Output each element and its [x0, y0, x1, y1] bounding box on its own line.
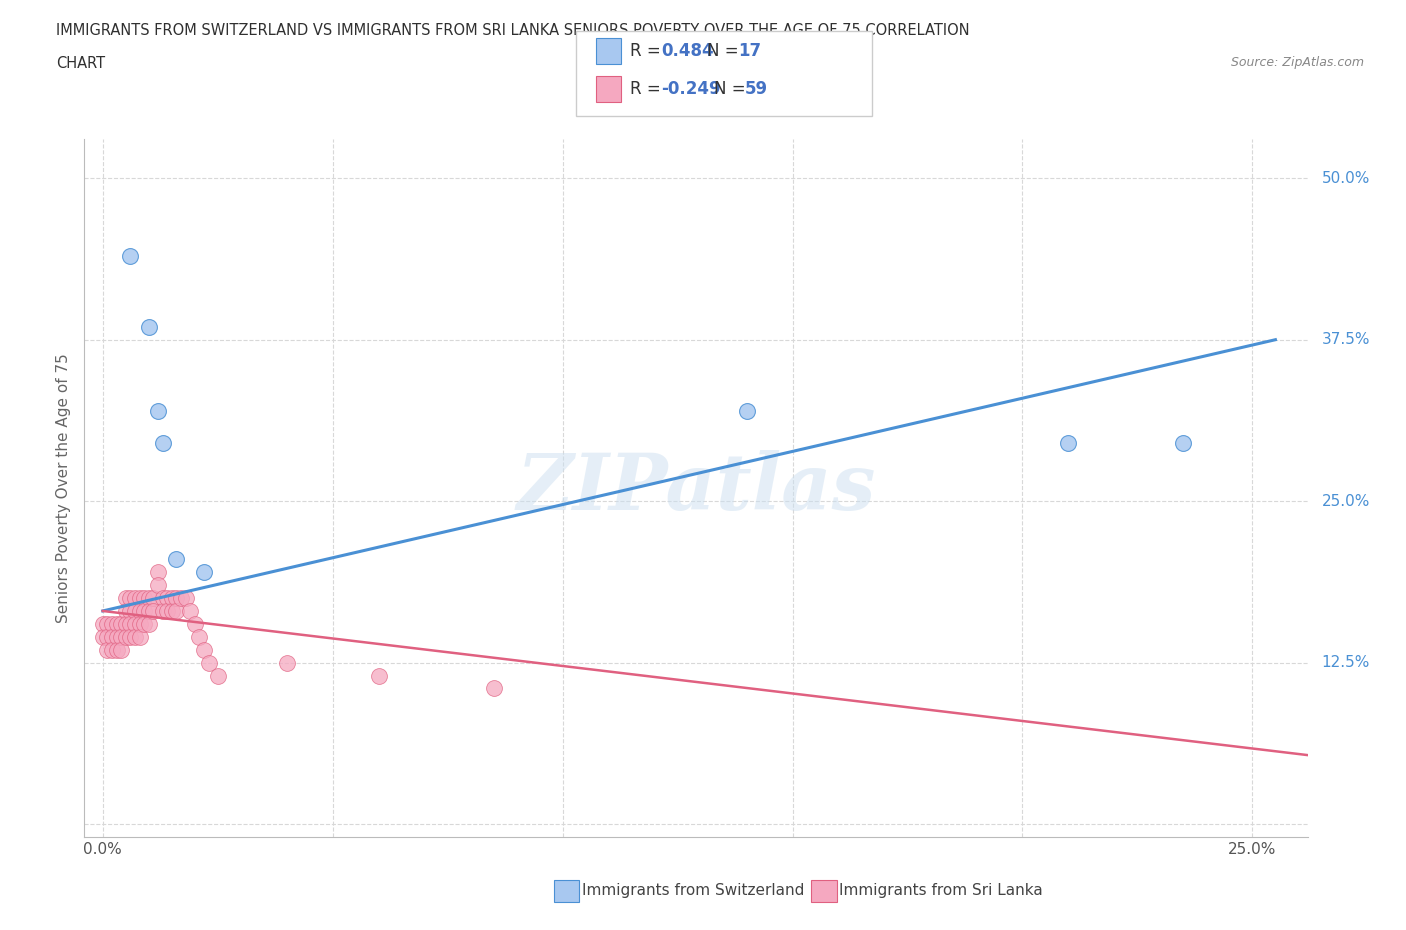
Point [174, 591, 197, 605]
Point [138, 319, 160, 334]
Point [120, 604, 142, 618]
Point [134, 604, 156, 618]
Text: Immigrants from Switzerland: Immigrants from Switzerland [582, 884, 804, 898]
Point [152, 604, 174, 618]
Point [105, 643, 128, 658]
Point [197, 656, 219, 671]
Point [160, 604, 183, 618]
Point [128, 591, 150, 605]
Point [128, 630, 150, 644]
Point [156, 591, 179, 605]
Point [146, 578, 169, 592]
Point [101, 617, 124, 631]
Point [165, 604, 187, 618]
Text: 12.5%: 12.5% [1322, 655, 1369, 671]
Point [183, 617, 205, 631]
Point [482, 681, 505, 696]
Point [120, 248, 142, 263]
Point [96, 617, 118, 631]
Text: R =: R = [630, 42, 666, 60]
Text: 25.0%: 25.0% [1322, 494, 1369, 509]
Point [160, 591, 183, 605]
Point [114, 591, 136, 605]
Point [101, 630, 124, 644]
Text: Immigrants from Sri Lanka: Immigrants from Sri Lanka [839, 884, 1043, 898]
Point [146, 404, 169, 418]
Point [91, 630, 114, 644]
Point [138, 604, 160, 618]
Point [96, 643, 118, 658]
Point [124, 604, 146, 618]
Text: CHART: CHART [56, 56, 105, 71]
Point [134, 617, 156, 631]
Text: N =: N = [714, 80, 751, 99]
Point [142, 604, 165, 618]
Text: R =: R = [630, 80, 666, 99]
Point [138, 617, 160, 631]
Point [110, 630, 132, 644]
Point [188, 630, 211, 644]
Point [179, 604, 201, 618]
Point [114, 617, 136, 631]
Text: 0.484: 0.484 [661, 42, 713, 60]
Point [120, 591, 142, 605]
Point [96, 630, 118, 644]
Point [101, 643, 124, 658]
Point [207, 668, 229, 683]
Point [105, 617, 128, 631]
Point [193, 565, 215, 579]
Text: 59: 59 [745, 80, 768, 99]
Point [91, 617, 114, 631]
Point [134, 591, 156, 605]
Point [1173, 435, 1195, 450]
Point [170, 591, 193, 605]
Text: -0.249: -0.249 [661, 80, 720, 99]
Point [367, 668, 389, 683]
Point [146, 565, 169, 579]
Point [165, 551, 187, 566]
Point [114, 630, 136, 644]
Y-axis label: Seniors Poverty Over the Age of 75: Seniors Poverty Over the Age of 75 [56, 353, 72, 623]
Point [124, 630, 146, 644]
Point [124, 617, 146, 631]
Text: Source: ZipAtlas.com: Source: ZipAtlas.com [1230, 56, 1364, 69]
Text: 17: 17 [738, 42, 761, 60]
Point [142, 591, 165, 605]
Point [110, 617, 132, 631]
Point [152, 435, 174, 450]
Point [120, 630, 142, 644]
Point [110, 643, 132, 658]
Point [138, 591, 160, 605]
Point [152, 591, 174, 605]
Point [156, 604, 179, 618]
Point [128, 617, 150, 631]
Text: 50.0%: 50.0% [1322, 171, 1369, 186]
Text: N =: N = [707, 42, 744, 60]
Point [124, 591, 146, 605]
Point [1057, 435, 1080, 450]
Point [120, 617, 142, 631]
Text: IMMIGRANTS FROM SWITZERLAND VS IMMIGRANTS FROM SRI LANKA SENIORS POVERTY OVER TH: IMMIGRANTS FROM SWITZERLAND VS IMMIGRANT… [56, 23, 970, 38]
Point [735, 404, 758, 418]
Point [165, 591, 187, 605]
Point [276, 656, 298, 671]
Point [105, 630, 128, 644]
Point [193, 643, 215, 658]
Point [128, 604, 150, 618]
Point [114, 604, 136, 618]
Text: ZIPatlas: ZIPatlas [516, 450, 876, 526]
Text: 37.5%: 37.5% [1322, 332, 1369, 347]
